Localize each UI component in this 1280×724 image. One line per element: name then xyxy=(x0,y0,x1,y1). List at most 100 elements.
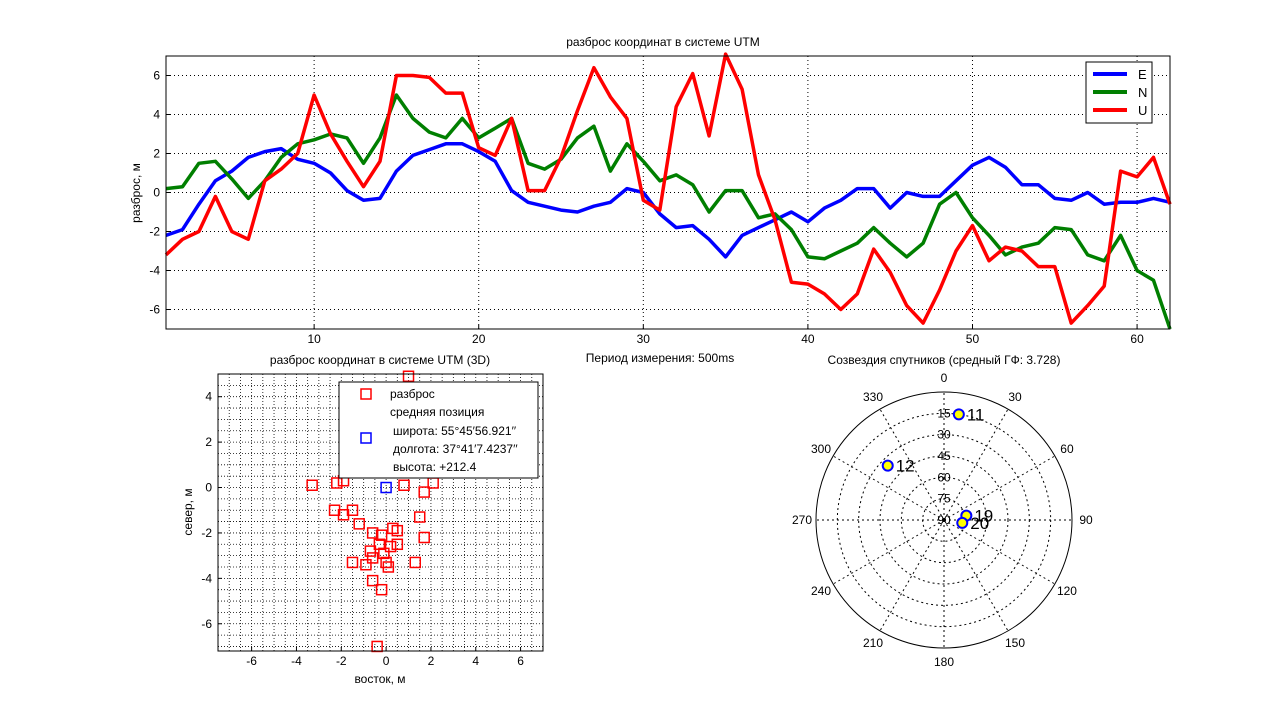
chart2-ytick-label: 0 xyxy=(205,481,212,495)
spread-point xyxy=(331,477,343,489)
polar-ring xyxy=(879,455,1009,585)
polar-angle-label: 90 xyxy=(1079,513,1093,527)
chart2-ytick-label: -4 xyxy=(201,571,212,585)
polar-spoke xyxy=(879,519,945,632)
spread-point xyxy=(375,583,388,596)
chart2-axes-box xyxy=(217,373,544,652)
period-label: Период измерения: 500ms xyxy=(586,351,734,365)
chart1-ytick-label: 4 xyxy=(153,108,160,122)
polar-elevation-label: 15 xyxy=(937,406,951,420)
chart1-xtick-label: 50 xyxy=(966,332,980,346)
spread-point xyxy=(409,556,421,569)
chart2-xtick-label: -2 xyxy=(336,654,347,668)
mean-position-point xyxy=(380,481,392,494)
chart1-ytick-label: -4 xyxy=(149,264,160,278)
spread-point xyxy=(378,547,390,560)
polar-angle-label: 270 xyxy=(792,513,812,527)
legend-label-mean: средняя позиция xyxy=(390,405,484,419)
chart1-grid xyxy=(166,56,1170,329)
spread-point xyxy=(346,556,359,569)
chart2-xtick-label: 4 xyxy=(472,654,479,668)
chart1-series-lines xyxy=(164,52,1172,330)
chart2-xlabel: восток, м xyxy=(354,672,405,686)
chart1-legend: E N U xyxy=(1085,61,1153,124)
chart3-labels: 0 30 60 90 120 150 180 210 240 270 300 330 15 30 45 60 7… xyxy=(792,371,1093,669)
satellite-marker xyxy=(956,516,969,529)
chart2-ytick-label: -6 xyxy=(201,617,212,631)
legend-label-n: N xyxy=(1138,85,1147,100)
legend-label-spread: разброс xyxy=(390,387,435,401)
polar-ring xyxy=(900,476,988,564)
satellite-label: 19 xyxy=(974,507,993,526)
spread-point xyxy=(360,558,372,571)
polar-angle-label: 180 xyxy=(934,655,954,669)
chart1-ytick-label: 6 xyxy=(153,69,160,83)
chart1-ytick-label: -6 xyxy=(149,303,160,317)
chart1-xtick-label: 20 xyxy=(472,332,486,346)
chart2-xtick-label: -6 xyxy=(246,654,257,668)
legend-label-e: E xyxy=(1138,67,1147,82)
polar-angle-label: 210 xyxy=(863,636,883,650)
polar-spoke xyxy=(943,519,1009,632)
legend-lat: широта: 55°45′56.921′′ xyxy=(393,424,517,438)
chart1-ylabel: разброс, м xyxy=(129,163,143,223)
satellite-marker xyxy=(952,408,965,421)
polar-angle-label: 60 xyxy=(1060,442,1074,456)
chart2-ytick-label: 2 xyxy=(205,435,212,449)
legend-label-u: U xyxy=(1138,103,1147,118)
spread-point xyxy=(346,504,359,516)
spread-point xyxy=(353,518,365,530)
legend-marker-mean xyxy=(360,432,372,444)
chart1-ytick-label: -2 xyxy=(149,225,160,239)
chart1-ytick-label: 2 xyxy=(153,147,160,161)
chart2-legend-box xyxy=(338,381,539,479)
spread-point xyxy=(382,561,395,573)
chart3-grid xyxy=(815,391,1073,649)
utm-3d-scatter-chart: -6 -4 -2 0 2 4 6 -6 -4 -2 0 2 4 разброс координат в … xyxy=(181,353,544,686)
legend-lon: долгота: 37°41′7.4237′′ xyxy=(393,442,518,456)
polar-elevation-label: 45 xyxy=(937,449,951,463)
chart2-ytick-label: -2 xyxy=(201,526,212,540)
spread-point xyxy=(384,540,397,553)
polar-spoke xyxy=(879,408,945,521)
satellite-skyplot: Созвездия спутников (средный ГФ: 3.728) … xyxy=(792,353,1093,669)
spread-point xyxy=(306,479,318,492)
spread-point xyxy=(413,511,426,523)
spread-point xyxy=(418,531,430,544)
chart1-title: разброс координат в системе UTM xyxy=(566,35,760,49)
spread-point xyxy=(398,479,410,492)
spread-point xyxy=(391,524,404,537)
series-line-u xyxy=(164,52,1172,325)
chart2-xtick-label: 6 xyxy=(517,654,524,668)
polar-angle-label: 0 xyxy=(941,371,948,385)
chart2-xtick-label: -4 xyxy=(291,654,302,668)
chart1-xtick-label: 40 xyxy=(801,332,815,346)
chart2-ytick-label: 4 xyxy=(205,390,212,404)
chart1-ytick-label: 0 xyxy=(153,186,160,200)
chart2-title: разброс координат в системе UTM (3D) xyxy=(270,353,490,367)
spread-point xyxy=(366,527,379,539)
spread-point xyxy=(375,529,388,541)
series-line-e xyxy=(165,142,1171,259)
satellite-label: 12 xyxy=(896,457,915,476)
polar-spoke xyxy=(943,455,1056,521)
polar-elevation-label: 75 xyxy=(937,492,951,506)
satellite-label: 20 xyxy=(970,514,989,533)
polar-spoke xyxy=(832,455,945,521)
chart2-legend: разброс средняя позиция широта: 55°45′56… xyxy=(338,381,539,479)
polar-elevation-label: 60 xyxy=(937,470,951,484)
polar-elevation-label: 30 xyxy=(937,428,951,442)
polar-angle-label: 240 xyxy=(811,584,831,598)
chart3-title: Созвездия спутников (средный ГФ: 3.728) xyxy=(828,353,1061,367)
polar-spoke xyxy=(832,519,945,585)
chart2-ylabel: север, м xyxy=(181,488,195,535)
polar-angle-label: 150 xyxy=(1005,636,1025,650)
polar-spoke xyxy=(943,408,1009,521)
polar-angle-label: 300 xyxy=(811,442,831,456)
chart1-xtick-label: 10 xyxy=(307,332,321,346)
spread-point xyxy=(402,370,415,383)
polar-angle-label: 120 xyxy=(1057,584,1077,598)
chart2-ticks: -6 -4 -2 0 2 4 6 -6 -4 -2 0 2 4 xyxy=(201,390,524,668)
